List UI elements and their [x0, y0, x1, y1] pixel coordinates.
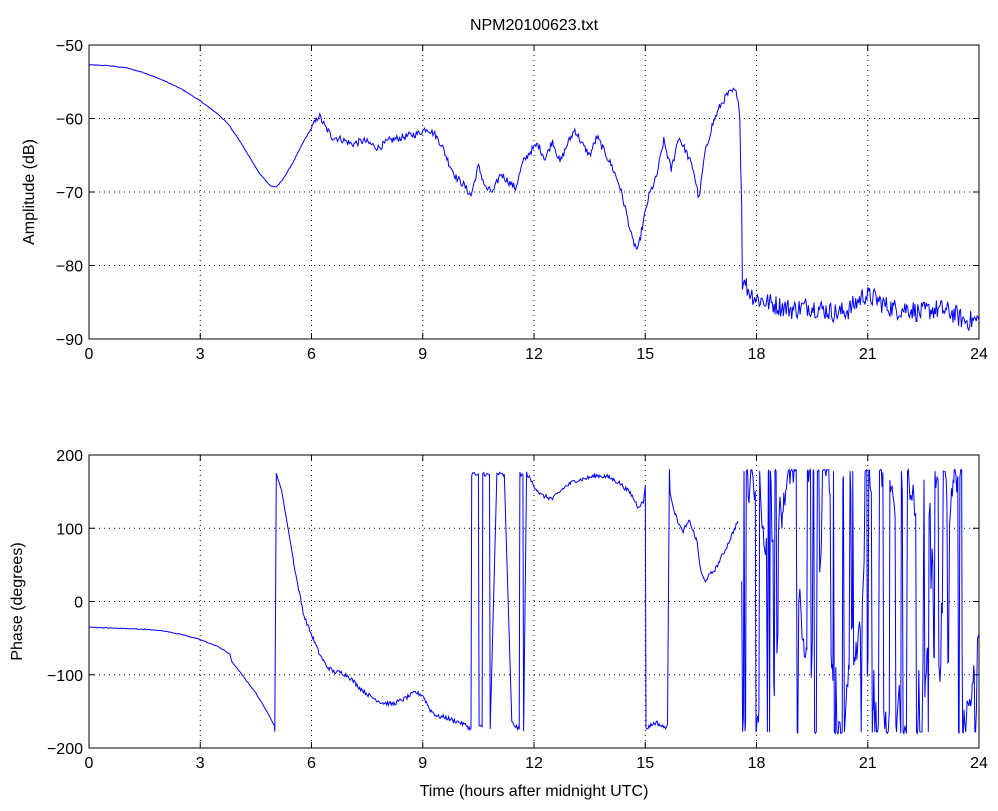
amplitude-ylabel: Amplitude (dB): [21, 139, 38, 245]
y-tick-label: −200: [47, 741, 83, 758]
x-tick-label: 12: [525, 755, 543, 772]
y-tick-label: −100: [47, 668, 83, 685]
phase-grid: [89, 455, 979, 748]
phase-axes: 0 3 6 9 12 15 18 21 24 −200 −100 0 100 200 Time (hour…: [9, 448, 988, 800]
x-tick-label: 12: [525, 346, 543, 363]
y-tick-label: 100: [56, 521, 83, 538]
chart-title: NPM20100623.txt: [470, 17, 599, 34]
y-tick-label: −80: [56, 259, 83, 276]
x-tick-label: 9: [418, 346, 427, 363]
phase-ticks: 0 3 6 9 12 15 18 21 24 −200 −100 0 100 200: [47, 448, 988, 772]
x-tick-label: 9: [418, 755, 427, 772]
x-tick-label: 21: [859, 346, 877, 363]
x-tick-label: 18: [748, 755, 766, 772]
y-tick-label: 200: [56, 448, 83, 465]
x-tick-label: 24: [970, 346, 988, 363]
amplitude-series: [89, 64, 979, 332]
x-tick-label: 15: [636, 755, 654, 772]
y-tick-label: 0: [74, 595, 83, 612]
x-tick-label: 15: [636, 346, 654, 363]
x-tick-label: 21: [859, 755, 877, 772]
x-tick-label: 6: [307, 755, 316, 772]
x-tick-label: 3: [196, 346, 205, 363]
x-tick-label: 24: [970, 755, 988, 772]
y-tick-label: −60: [56, 112, 83, 129]
time-xlabel: Time (hours after midnight UTC): [420, 783, 649, 800]
x-tick-label: 3: [196, 755, 205, 772]
series-line-noisy: [741, 467, 979, 736]
amplitude-ticks: 0 3 6 9 12 15 18 21 24 −90 −80 −70 −60 −50: [56, 38, 988, 363]
amplitude-axes: 0 3 6 9 12 15 18 21 24 −90 −80 −70 −60 −50 NPM2010062…: [21, 17, 988, 363]
x-tick-label: 0: [85, 346, 94, 363]
y-tick-label: −50: [56, 38, 83, 55]
y-tick-label: −70: [56, 185, 83, 202]
x-tick-label: 6: [307, 346, 316, 363]
series-line: [89, 64, 979, 332]
phase-ylabel: Phase (degrees): [9, 542, 26, 660]
x-tick-label: 18: [748, 346, 766, 363]
series-line: [89, 469, 739, 732]
x-tick-label: 0: [85, 755, 94, 772]
y-tick-label: −90: [56, 332, 83, 349]
phase-series: [89, 467, 979, 736]
